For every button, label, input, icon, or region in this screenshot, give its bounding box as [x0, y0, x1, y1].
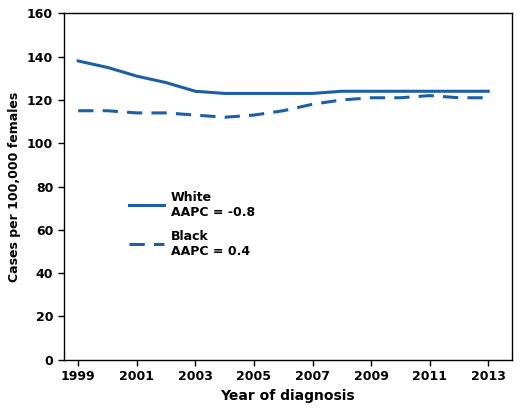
Y-axis label: Cases per 100,000 females: Cases per 100,000 females [8, 91, 21, 282]
X-axis label: Year of diagnosis: Year of diagnosis [220, 389, 355, 403]
Legend: White
AAPC = -0.8, Black
AAPC = 0.4: White AAPC = -0.8, Black AAPC = 0.4 [124, 186, 260, 263]
